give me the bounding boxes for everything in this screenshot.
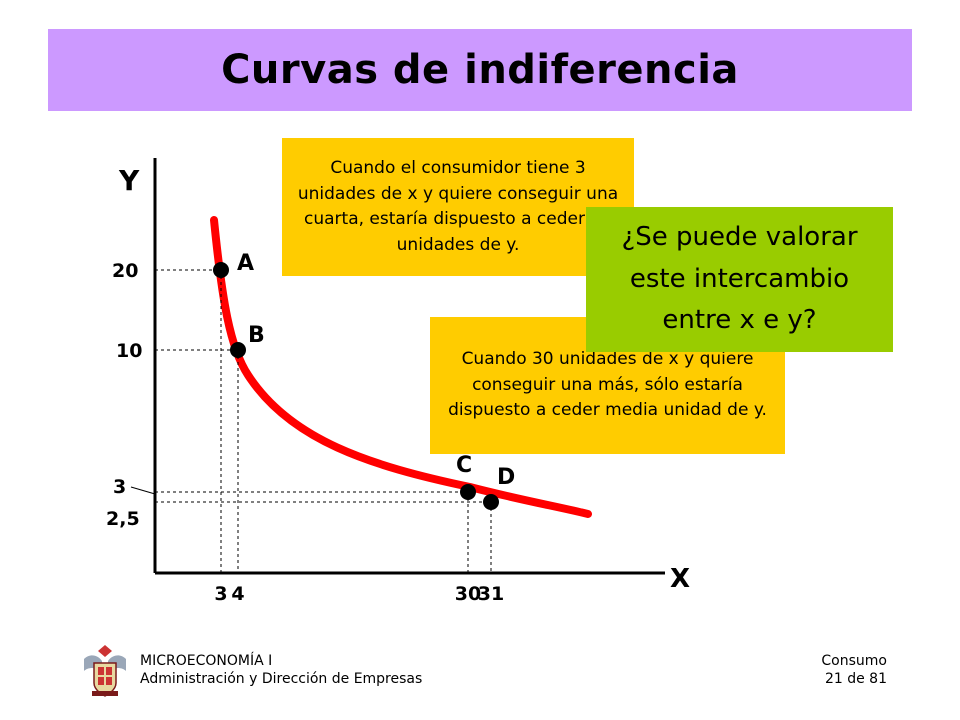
y-tick-2,5: 2,5: [106, 508, 140, 530]
page-title: Curvas de indiferencia: [221, 47, 739, 93]
point-C: [460, 484, 476, 500]
footer-course: MICROECONOMÍA I: [140, 653, 273, 669]
y-tick-10: 10: [116, 340, 142, 362]
point-label-D: D: [497, 465, 515, 490]
y-tick-20: 20: [112, 260, 138, 282]
footer-page: 21 de 81: [824, 671, 887, 687]
university-crest-icon: [84, 645, 126, 697]
point-A: [213, 262, 229, 278]
guide-lines: [155, 269, 492, 573]
point-D: [483, 494, 499, 510]
footer-degree: Administración y Dirección de Empresas: [140, 671, 423, 687]
callout-first: Cuando el consumidor tiene 3 unidades de…: [282, 138, 634, 276]
y-tick-3: 3: [113, 476, 126, 498]
y-axis-label: Y: [118, 164, 140, 197]
callout-question: ¿Se puede valorar este intercambio entre…: [586, 207, 893, 352]
point-label-C: C: [456, 453, 472, 478]
point-label-A: A: [237, 251, 254, 276]
x-axis-label: X: [670, 564, 690, 594]
footer-left: MICROECONOMÍA I Administración y Direcci…: [140, 652, 422, 688]
footer-topic: Consumo: [821, 653, 887, 669]
x-tick-3: 3: [214, 583, 227, 605]
indifference-curve: [210, 216, 592, 518]
footer-right: Consumo 21 de 81: [821, 652, 887, 688]
data-points: A B C D: [213, 251, 515, 510]
x-tick-30: 30: [455, 583, 481, 605]
point-label-B: B: [248, 323, 265, 348]
y-tick-leader: [130, 486, 156, 495]
title-bar: Curvas de indiferencia: [48, 29, 912, 111]
x-tick-31: 31: [478, 583, 504, 605]
point-B: [230, 342, 246, 358]
x-tick-4: 4: [231, 583, 244, 605]
